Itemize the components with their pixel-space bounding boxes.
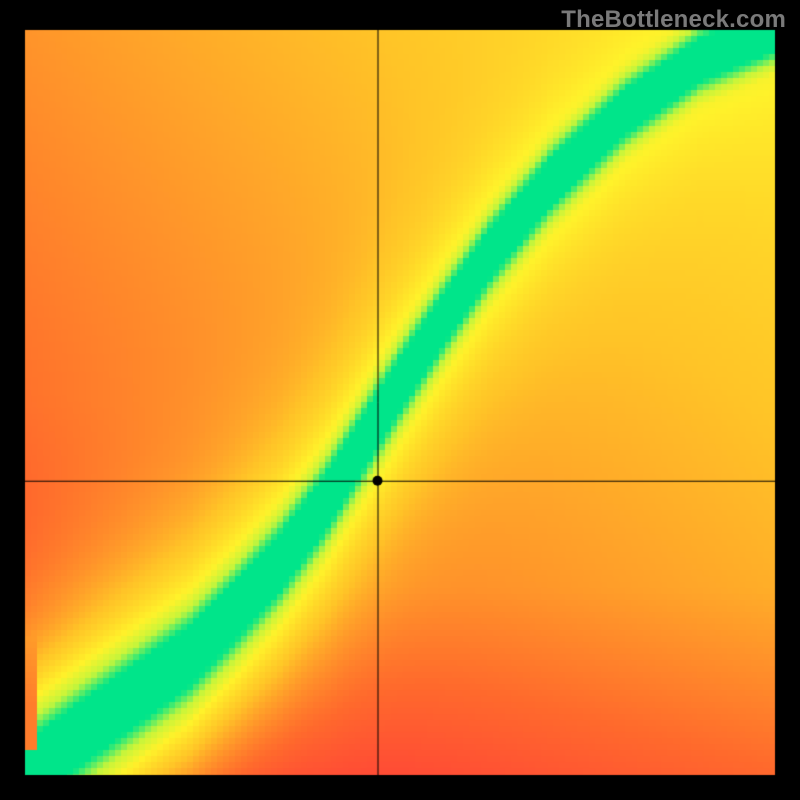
- heatmap-canvas: [0, 0, 800, 800]
- watermark-text: TheBottleneck.com: [561, 6, 786, 34]
- bottleneck-heatmap: TheBottleneck.com: [0, 0, 800, 800]
